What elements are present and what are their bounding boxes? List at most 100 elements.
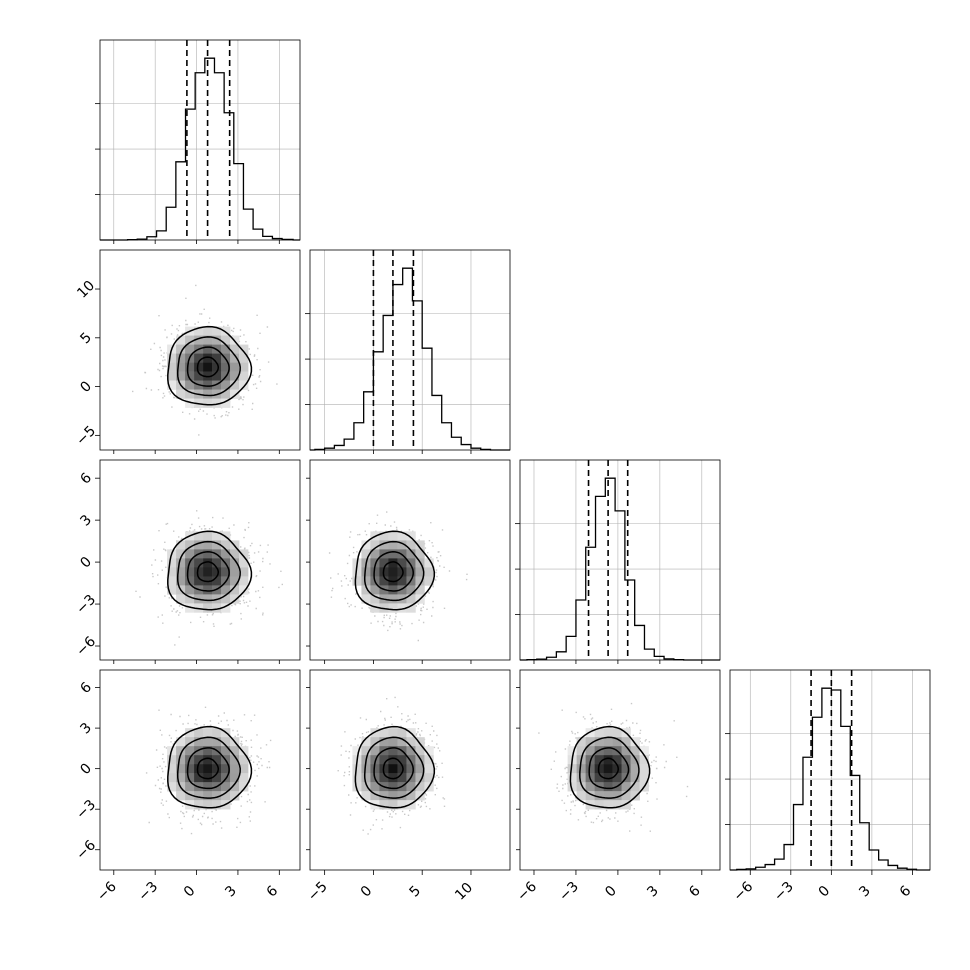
density-cell [239, 755, 249, 765]
hist-2-frame [519, 459, 721, 661]
panel-content [538, 702, 689, 832]
density-cell [194, 531, 204, 541]
density-cell [194, 764, 204, 774]
density-cell [239, 353, 249, 363]
density-cell [176, 362, 186, 372]
density-cell [230, 389, 240, 399]
density-cell [406, 755, 416, 765]
density-cell [370, 567, 380, 577]
y-tick-label-param-3: 6 [77, 679, 95, 697]
density-cell [221, 549, 231, 559]
x-tick-label-param-2: 3 [644, 883, 662, 901]
density-cell [424, 576, 434, 586]
density-cell [221, 540, 231, 550]
density-cell [167, 773, 177, 783]
density-cell [185, 782, 195, 792]
density-cell [379, 800, 389, 810]
density-cell [388, 791, 398, 801]
x-tick-label-param-0: −3 [135, 879, 161, 905]
density-cell [379, 558, 389, 568]
density-cell [212, 353, 222, 363]
density-cell [352, 782, 362, 792]
y-tick-label-param-1: −5 [73, 423, 99, 449]
density-cell [603, 764, 613, 774]
density-cell [388, 549, 398, 559]
histogram-param-2 [515, 459, 721, 661]
histogram-param-0 [95, 39, 301, 241]
density-cell [397, 558, 407, 568]
density-cell [185, 585, 195, 595]
density-cell [176, 567, 186, 577]
density-cell [221, 389, 231, 399]
density-cell [167, 567, 177, 577]
density-cell [194, 737, 204, 747]
density-cell [176, 576, 186, 586]
density-cell [203, 362, 213, 372]
density-cell [576, 773, 586, 783]
density-cell [221, 380, 231, 390]
panel-0-1-frame [99, 249, 301, 451]
density-cell [203, 585, 213, 595]
hist-0-frame [99, 39, 301, 241]
y-tick-label-param-2: 3 [77, 512, 95, 530]
panel-0-3-frame [99, 669, 301, 871]
density-cell [352, 746, 362, 756]
density-cell [397, 755, 407, 765]
density-cell [230, 576, 240, 586]
density-cell [176, 353, 186, 363]
hist-3-steps [730, 687, 930, 871]
contour-level-2 [363, 540, 425, 602]
density-cell [612, 728, 622, 738]
density-cell [203, 782, 213, 792]
density-cell [203, 746, 213, 756]
density-cell [415, 737, 425, 747]
density-cell [639, 773, 649, 783]
density-cell [167, 380, 177, 390]
density-cell [194, 558, 204, 568]
density-cell [388, 594, 398, 604]
density-cell [361, 764, 371, 774]
density-cell [230, 567, 240, 577]
density-cell [239, 371, 249, 381]
x-tick-label-param-3: −3 [771, 879, 797, 905]
density-cell [352, 764, 362, 774]
density-cell [230, 371, 240, 381]
density-cell [406, 585, 416, 595]
density-cell [415, 764, 425, 774]
density-cell [185, 371, 195, 381]
density-cell [212, 576, 222, 586]
density-cell [176, 746, 186, 756]
density-cell [185, 335, 195, 345]
density-cell [185, 540, 195, 550]
density-cell [212, 728, 222, 738]
density-cell [639, 755, 649, 765]
density-cell [406, 531, 416, 541]
density-cell [406, 603, 416, 613]
x-tick-label-param-2: 6 [686, 883, 704, 901]
density-cell [221, 585, 231, 595]
density-cell [230, 594, 240, 604]
density-cell [397, 737, 407, 747]
hist-0-steps [100, 57, 300, 241]
density-cell [415, 549, 425, 559]
density-cell [167, 371, 177, 381]
density-cell [212, 371, 222, 381]
panel-content [328, 511, 468, 642]
density-cell [203, 755, 213, 765]
density-cell [361, 773, 371, 783]
density-cell [370, 603, 380, 613]
contour-level-0 [382, 757, 404, 780]
density-cell [239, 362, 249, 372]
panel-1-2-frame [309, 459, 511, 661]
density-cell [230, 746, 240, 756]
density-cell [194, 728, 204, 738]
density-cell [176, 389, 186, 399]
density-cell [230, 755, 240, 765]
density-cell [594, 791, 604, 801]
density-cell [397, 791, 407, 801]
hist-1-frame [309, 249, 511, 451]
density-cell [185, 567, 195, 577]
density-cell [379, 576, 389, 586]
density-cell [167, 782, 177, 792]
